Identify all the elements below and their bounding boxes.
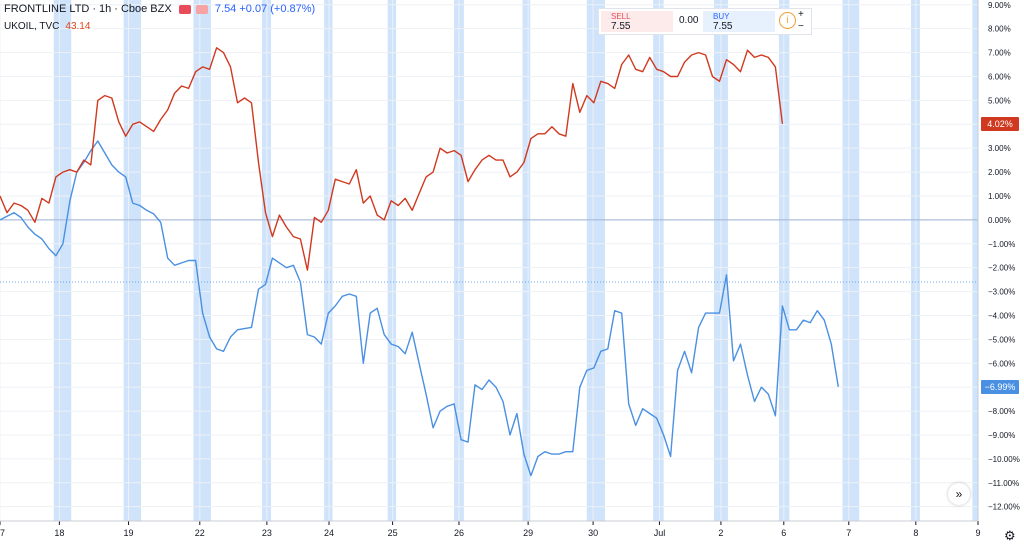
buy-label: BUY [713, 12, 730, 21]
chart-legend-compare: UKOIL, TVC 43.14 [4, 21, 90, 32]
session-band [653, 0, 664, 521]
price-change: +0.07 (+0.87%) [239, 3, 316, 15]
y-tick-label: 7.00% [988, 49, 1011, 58]
session-band [193, 0, 211, 521]
scroll-to-realtime-icon[interactable]: » [948, 483, 970, 505]
x-tick-label: 2 [718, 528, 723, 538]
minus-icon[interactable]: − [798, 21, 804, 32]
session-band [586, 0, 605, 521]
interval-label[interactable]: 1h [99, 3, 112, 15]
session-band [842, 0, 860, 521]
x-tick-label: 18 [54, 528, 64, 538]
sell-price: 7.55 [611, 21, 631, 32]
last-value-tag-ukoil: 4.02% [981, 116, 1019, 131]
y-tick-label: −11.00% [988, 479, 1019, 488]
x-tick-label: Jul [654, 528, 666, 538]
last-value-tag-frontline: −6.99% [981, 379, 1019, 394]
y-tick-label: 8.00% [988, 25, 1011, 34]
sell-label: SELL [611, 12, 631, 21]
x-tick-label: 25 [388, 528, 398, 538]
legend-separator: · [114, 3, 118, 15]
compare-value: 43.14 [65, 21, 91, 32]
sell-button[interactable]: SELL 7.55 [601, 11, 673, 32]
y-tick-label: 5.00% [988, 96, 1011, 105]
x-tick-label: 23 [262, 528, 272, 538]
buy-price: 7.55 [713, 21, 733, 32]
y-tick-label: −10.00% [988, 455, 1020, 464]
series-line-ukoil [0, 47, 784, 271]
session-band [972, 0, 978, 521]
session-band [123, 0, 142, 521]
gear-icon[interactable]: ⚙ [1004, 528, 1016, 543]
y-tick-label: −4.00% [988, 311, 1015, 320]
y-tick-label: 6.00% [988, 72, 1011, 81]
compare-symbol[interactable]: UKOIL, TVC [4, 21, 60, 32]
buy-button[interactable]: BUY 7.55 [703, 11, 775, 32]
trade-panel: SELL 7.55 0.00 BUY 7.55 i + − [598, 8, 812, 35]
flag-icon [178, 4, 191, 14]
y-tick-label: −12.00% [988, 503, 1020, 512]
y-tick-label: −2.00% [988, 264, 1015, 273]
legend-separator: · [92, 3, 97, 15]
series-line-frontline [0, 140, 839, 477]
y-tick-label: −5.00% [988, 335, 1015, 344]
spread-value: 0.00 [679, 15, 699, 26]
plus-icon[interactable]: + [798, 9, 804, 20]
y-tick-label: 1.00% [988, 192, 1011, 201]
y-tick-label: −1.00% [988, 240, 1015, 249]
x-tick-label: 6 [781, 528, 786, 538]
x-tick-label: 19 [124, 528, 134, 538]
chart-legend-main: FRONTLINE LTD · 1h · Cboe BZX 7.54 +0.07 (+0… [4, 3, 315, 15]
x-tick-label: 7 [846, 528, 851, 538]
x-tick-label: 29 [523, 528, 533, 538]
exchange-label: Cboe BZX [120, 3, 172, 15]
session-band [522, 0, 531, 521]
session-band [324, 0, 333, 521]
x-tick-label: 26 [454, 528, 464, 538]
session-band [53, 0, 72, 521]
y-tick-label: 9.00% [988, 1, 1011, 10]
x-tick-label: 9 [975, 528, 980, 538]
x-tick-label: 22 [195, 528, 205, 538]
y-tick-label: −3.00% [988, 288, 1015, 297]
info-icon[interactable]: i [779, 12, 796, 29]
y-tick-label: −8.00% [988, 407, 1015, 416]
x-tick-label: 17 [0, 528, 5, 538]
y-tick-label: −9.00% [988, 431, 1015, 440]
x-tick-label: 30 [588, 528, 598, 538]
last-price: 7.54 [214, 3, 237, 15]
y-tick-label: 2.00% [988, 168, 1011, 177]
compare-icon[interactable] [195, 4, 208, 14]
symbol-name[interactable]: FRONTLINE LTD [4, 3, 90, 15]
session-band [387, 0, 397, 521]
y-tick-label: 0.00% [988, 216, 1011, 225]
x-tick-label: 8 [913, 528, 918, 538]
x-tick-label: 24 [324, 528, 334, 538]
y-tick-label: 3.00% [988, 144, 1011, 153]
y-tick-label: −6.00% [988, 359, 1015, 368]
